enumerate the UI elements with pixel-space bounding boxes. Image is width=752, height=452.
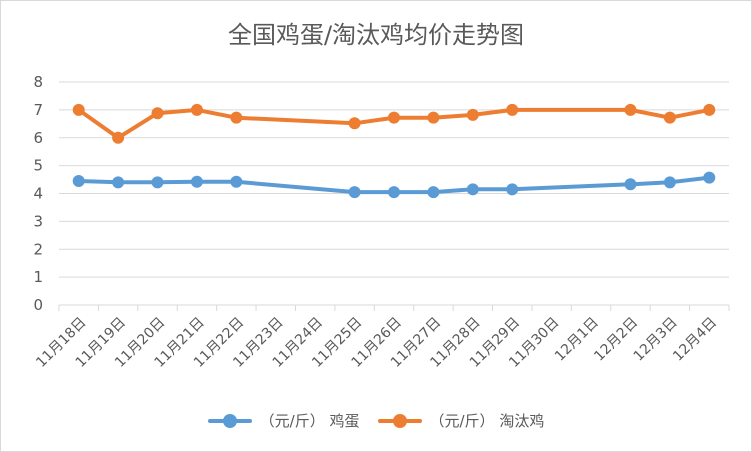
data-point-series-0 bbox=[388, 186, 400, 199]
data-point-series-1 bbox=[388, 111, 400, 124]
data-point-series-0 bbox=[506, 183, 519, 196]
data-point-series-0 bbox=[427, 186, 440, 199]
legend-swatch-culled-hens bbox=[377, 413, 422, 428]
legend-dot-eggs bbox=[222, 413, 237, 428]
legend: （元/斤） 鸡蛋 （元/斤） 淘汰鸡 bbox=[1, 410, 751, 431]
y-tick-label: 5 bbox=[33, 157, 43, 175]
legend-dot-culled-hens bbox=[392, 413, 407, 428]
data-point-series-0 bbox=[112, 176, 125, 189]
data-point-series-0 bbox=[190, 175, 203, 188]
data-point-series-1 bbox=[506, 103, 519, 116]
y-tick-label: 8 bbox=[33, 73, 43, 91]
data-point-series-0 bbox=[230, 175, 243, 188]
y-tick-label: 2 bbox=[33, 240, 43, 258]
data-point-series-0 bbox=[348, 186, 361, 199]
data-point-series-1 bbox=[348, 117, 361, 130]
data-point-series-0 bbox=[466, 183, 479, 196]
data-point-series-1 bbox=[151, 107, 164, 120]
y-tick-label: 7 bbox=[33, 101, 43, 119]
x-tick-label: 12月4日 bbox=[670, 315, 720, 365]
legend-swatch-eggs bbox=[207, 413, 252, 428]
data-point-series-1 bbox=[72, 103, 85, 116]
y-tick-label: 0 bbox=[33, 296, 43, 314]
data-point-series-1 bbox=[230, 111, 243, 124]
data-point-series-1 bbox=[190, 103, 203, 116]
data-point-series-1 bbox=[703, 103, 716, 116]
legend-label-culled-hens: （元/斤） 淘汰鸡 bbox=[429, 412, 545, 430]
data-point-series-0 bbox=[151, 176, 164, 189]
data-point-series-1 bbox=[466, 108, 479, 121]
legend-item-eggs[interactable]: （元/斤） 鸡蛋 bbox=[207, 410, 360, 431]
legend-item-culled-hens[interactable]: （元/斤） 淘汰鸡 bbox=[377, 410, 545, 431]
data-point-series-1 bbox=[624, 103, 637, 116]
data-point-series-0 bbox=[663, 176, 676, 189]
data-point-series-0 bbox=[72, 174, 85, 187]
data-point-series-0 bbox=[624, 178, 637, 191]
legend-label-eggs: （元/斤） 鸡蛋 bbox=[259, 412, 360, 430]
data-point-series-1 bbox=[663, 111, 676, 124]
chart-title: 全国鸡蛋/淘汰鸡均价走势图 bbox=[227, 21, 525, 49]
y-tick-label: 3 bbox=[33, 212, 43, 230]
y-tick-label: 6 bbox=[33, 129, 43, 147]
y-tick-label: 1 bbox=[33, 268, 43, 286]
data-point-series-0 bbox=[703, 171, 716, 184]
y-tick-label: 4 bbox=[33, 185, 43, 203]
data-point-series-1 bbox=[112, 131, 125, 144]
data-point-series-1 bbox=[427, 111, 440, 124]
